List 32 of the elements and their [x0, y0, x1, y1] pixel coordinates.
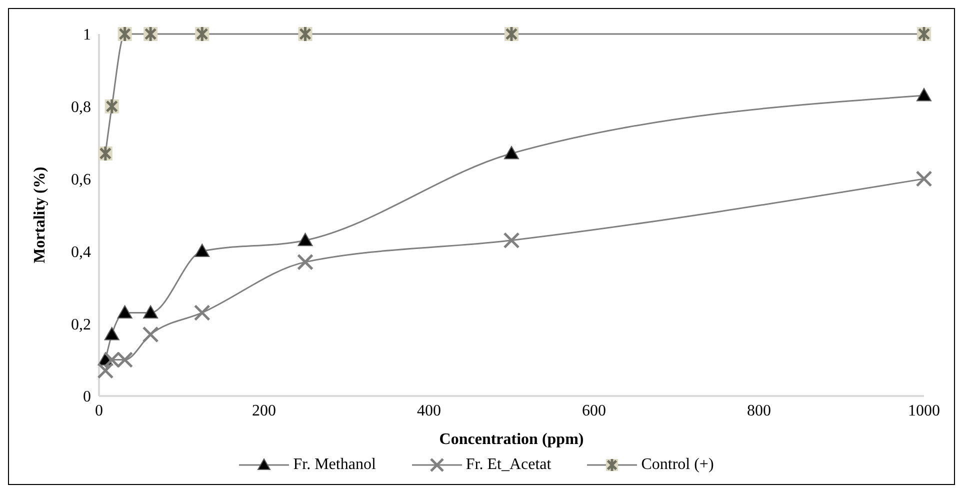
point: [297, 254, 314, 270]
x-tick-label: 0: [95, 402, 103, 420]
y-axis-title: Mortality (%): [32, 166, 49, 264]
point: [97, 362, 114, 379]
point: [104, 352, 120, 368]
x-axis-title: Concentration (ppm): [439, 431, 584, 448]
legend-label: Control (+): [641, 456, 714, 474]
point: [916, 88, 932, 102]
x-tick-label: 800: [747, 402, 771, 420]
legend-label: Fr. Methanol: [293, 456, 376, 474]
point: [916, 170, 932, 188]
point: [298, 232, 313, 246]
point: [504, 146, 519, 160]
y-tick-label: 1: [83, 26, 91, 44]
y-tick-label: 0,6: [71, 171, 91, 188]
point: [194, 244, 210, 257]
x-tick-label: 1000: [908, 402, 940, 420]
point: [117, 305, 132, 318]
point: [116, 352, 134, 368]
point: [143, 305, 158, 318]
point: [142, 326, 159, 343]
legend-label: Fr. Et_Acetat: [466, 456, 552, 474]
y-tick-label: 0,8: [71, 99, 91, 116]
point: [194, 304, 210, 321]
x-tick-label: 400: [417, 402, 441, 420]
y-tick-label: 0,2: [71, 316, 91, 334]
y-tick-label: 0,4: [71, 244, 91, 261]
point: [503, 232, 520, 249]
x-tick-label: 200: [252, 402, 276, 420]
x-tick-label: 600: [582, 402, 606, 420]
point: [104, 326, 120, 340]
y-tick-label: 0: [83, 388, 91, 406]
